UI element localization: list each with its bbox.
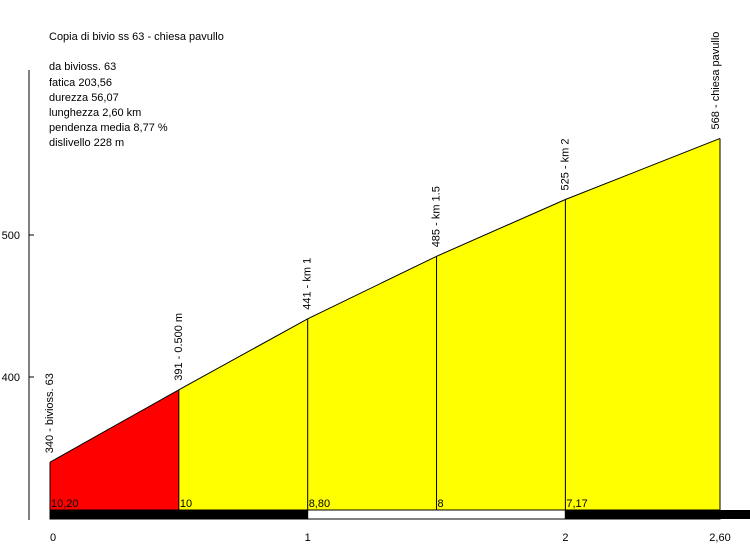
km-bar-segment-1 bbox=[307, 509, 566, 520]
gradient-label-0: 10,20 bbox=[51, 498, 79, 510]
profile-segment-3 bbox=[436, 199, 566, 510]
stat-start: da bivioss. 63 bbox=[49, 61, 117, 73]
chart-title: Copia di bivio ss 63 - chiesa pavullo bbox=[49, 31, 224, 43]
stat-hardness: durezza 56,07 bbox=[49, 92, 119, 104]
x-tick-label-3: 2,60 bbox=[709, 532, 730, 544]
y-tick-label-500: 500 bbox=[2, 230, 20, 242]
x-tick-label-2: 2 bbox=[562, 532, 568, 544]
stat-avg-gradient: pendenza media 8,77 % bbox=[49, 122, 168, 134]
profile-segment-2 bbox=[307, 256, 437, 510]
stat-elevation-gain: dislivello 228 m bbox=[49, 137, 125, 149]
gradient-label-4: 7,17 bbox=[566, 498, 587, 510]
point-label-3: 485 - km 1.5 bbox=[431, 186, 443, 247]
gradient-label-1: 10 bbox=[180, 498, 192, 510]
gradient-label-2: 8,80 bbox=[309, 498, 330, 510]
x-tick-label-1: 1 bbox=[305, 532, 311, 544]
point-label-0: 340 - bivioss. 63 bbox=[44, 373, 56, 453]
profile-segment-1 bbox=[178, 318, 308, 510]
profile-segment-0 bbox=[50, 389, 179, 510]
point-label-4: 525 - km 2 bbox=[559, 139, 571, 191]
point-label-1: 391 - 0.500 m bbox=[173, 313, 185, 381]
y-tick-label-400: 400 bbox=[2, 372, 20, 384]
gradient-label-3: 8 bbox=[438, 498, 444, 510]
point-label-5: 568 - chiesa pavullo bbox=[710, 32, 722, 130]
km-bar-tail bbox=[720, 510, 750, 519]
x-tick-label-0: 0 bbox=[50, 532, 56, 544]
profile-segment-4 bbox=[565, 138, 720, 510]
point-label-2: 441 - km 1 bbox=[302, 258, 314, 310]
km-bar-segment-0 bbox=[49, 509, 309, 520]
stat-length: lunghezza 2,60 km bbox=[49, 107, 142, 119]
stat-effort: fatica 203,56 bbox=[49, 77, 112, 89]
profile-line bbox=[49, 137, 721, 463]
km-bar-segment-2 bbox=[564, 509, 721, 520]
